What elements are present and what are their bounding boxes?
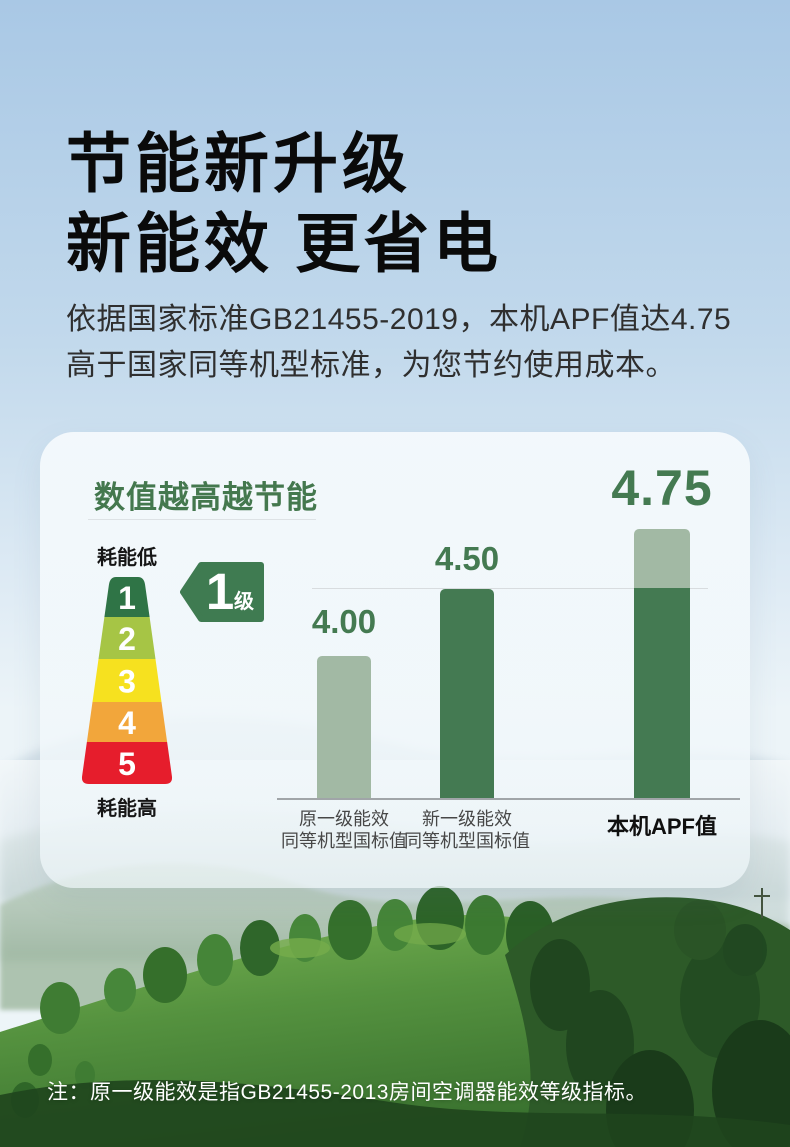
category-label-2-line2: 同等机型国标值 xyxy=(404,831,530,851)
value-label-3: 4.75 xyxy=(611,460,713,516)
grade-1-badge-unit: 级 xyxy=(234,589,254,613)
reference-line-4-50 xyxy=(312,588,708,589)
grade-number-5: 5 xyxy=(118,746,136,782)
chart-baseline xyxy=(277,798,740,800)
page-title: 节能新升级 新能效 更省电 xyxy=(66,124,502,284)
grade-1-badge-number: 1 xyxy=(206,563,234,620)
grade-number-4: 4 xyxy=(118,705,136,741)
bar-this-unit-apf-cap xyxy=(634,529,690,588)
chart-title: 数值越高越节能 xyxy=(94,480,318,515)
category-label-2-line1: 新一级能效 xyxy=(422,809,512,829)
bar-old-grade1-standard xyxy=(317,656,371,799)
foreground-forest xyxy=(0,1080,790,1147)
grade-number-1: 1 xyxy=(118,580,136,616)
utility-pole xyxy=(754,888,770,918)
grade-number-2: 2 xyxy=(118,621,136,657)
category-label-3: 本机APF值 xyxy=(606,814,717,839)
category-label-1-line2: 同等机型国标值 xyxy=(281,831,407,851)
page-subtitle-line1: 依据国家标准GB21455-2019，本机APF值达4.75 xyxy=(66,303,732,336)
title-divider xyxy=(88,519,316,520)
page-title-line1: 节能新升级 xyxy=(66,127,412,200)
efficiency-chart-card: 数值越高越节能 耗能低 1 2 3 4 5 耗能高 xyxy=(40,432,750,888)
page-subtitle-line2: 高于国家同等机型标准，为您节约使用成本。 xyxy=(66,349,676,382)
grade-1-badge: 1 级 xyxy=(180,562,264,622)
bar-new-grade1-standard xyxy=(440,589,494,799)
category-label-1-line1: 原一级能效 xyxy=(299,809,389,829)
low-consumption-label: 耗能低 xyxy=(97,547,157,569)
page-title-line2: 新能效 更省电 xyxy=(66,207,503,280)
category-label-2: 新一级能效 同等机型国标值 xyxy=(357,808,577,852)
page-subtitle: 依据国家标准GB21455-2019，本机APF值达4.75 高于国家同等机型标… xyxy=(66,297,731,389)
bar-this-unit-apf xyxy=(634,529,690,799)
bar-this-unit-apf-body xyxy=(634,588,690,799)
grade-number-3: 3 xyxy=(118,664,136,700)
forest-texture xyxy=(530,900,790,1147)
grade-band-5 xyxy=(81,742,173,784)
value-label-1: 4.00 xyxy=(311,603,377,640)
value-label-2: 4.50 xyxy=(434,540,500,577)
grade-band-4 xyxy=(81,702,173,742)
category-label-1: 原一级能效 同等机型国标值 xyxy=(234,808,454,852)
energy-grade-pyramid: 1 2 3 4 5 xyxy=(81,577,173,784)
footnote: 注：原一级能效是指GB21455-2013房间空调器能效等级指标。 xyxy=(47,1081,647,1104)
grade-1-badge-shape xyxy=(180,562,264,622)
high-consumption-label: 耗能高 xyxy=(97,798,157,820)
